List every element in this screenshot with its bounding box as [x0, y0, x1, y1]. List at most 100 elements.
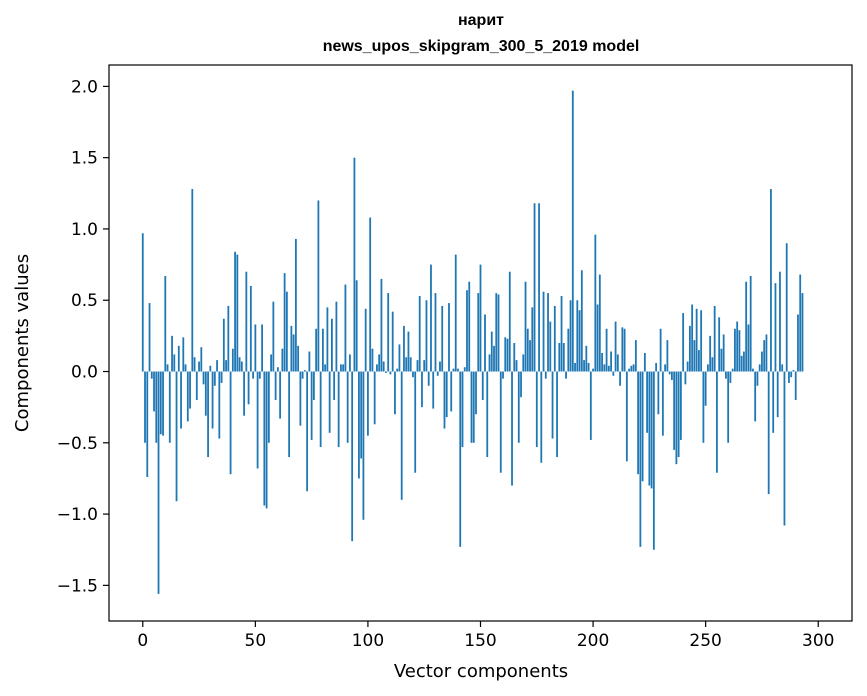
bar-240 — [682, 313, 685, 372]
bar-131 — [436, 371, 439, 376]
bar-88 — [340, 364, 342, 372]
bar-179 — [544, 371, 547, 379]
bar-70 — [299, 371, 302, 426]
bar-211 — [616, 354, 619, 372]
x-tick-label: 50 — [245, 631, 267, 651]
bar-236 — [673, 371, 676, 450]
bar-17 — [180, 371, 182, 429]
bar-60 — [276, 367, 279, 372]
bar-182 — [551, 371, 554, 439]
bar-172 — [529, 340, 531, 372]
bar-245 — [693, 340, 696, 372]
bar-291 — [797, 314, 799, 372]
y-tick-label: −1.0 — [57, 505, 98, 525]
bar-41 — [234, 251, 236, 372]
bar-223 — [643, 352, 646, 372]
bar-4 — [150, 371, 153, 379]
bar-45 — [243, 371, 245, 416]
bar-77 — [315, 328, 318, 372]
bar-22 — [191, 189, 194, 372]
bar-272 — [754, 371, 757, 422]
bar-282 — [776, 371, 779, 418]
bar-154 — [488, 354, 491, 372]
bar-82 — [326, 307, 329, 372]
bar-185 — [558, 343, 561, 372]
x-axis-label: Vector components — [394, 661, 568, 682]
bar-15 — [175, 371, 178, 502]
bar-191 — [571, 90, 574, 372]
bar-228 — [655, 362, 658, 372]
bar-284 — [781, 364, 784, 372]
bar-169 — [522, 354, 525, 372]
bar-242 — [686, 361, 689, 372]
bar-237 — [675, 371, 678, 465]
bar-78 — [317, 200, 320, 372]
bar-266 — [740, 355, 743, 372]
bar-122 — [416, 360, 419, 372]
bar-108 — [385, 371, 387, 373]
x-tick-label: 0 — [137, 631, 148, 651]
bar-196 — [583, 360, 585, 372]
bar-157 — [495, 293, 498, 372]
bar-194 — [578, 310, 581, 372]
bar-213 — [621, 327, 624, 372]
bar-13 — [171, 335, 173, 372]
bar-53 — [261, 324, 263, 372]
bar-31 — [211, 371, 214, 429]
bar-95 — [355, 280, 358, 372]
x-tick-label: 300 — [802, 631, 834, 651]
bar-129 — [432, 371, 435, 409]
bar-63 — [283, 273, 286, 372]
bar-269 — [747, 324, 750, 372]
bar-220 — [637, 371, 640, 475]
bar-144 — [466, 290, 468, 372]
bar-216 — [628, 368, 630, 372]
bar-275 — [761, 351, 763, 372]
bar-180 — [547, 293, 549, 372]
bar-42 — [236, 254, 239, 372]
bar-24 — [195, 371, 198, 401]
bar-123 — [418, 295, 421, 372]
bar-168 — [520, 371, 522, 398]
bar-91 — [346, 371, 349, 443]
bar-286 — [785, 243, 788, 372]
bar-71 — [301, 371, 304, 379]
bar-44 — [240, 361, 243, 372]
bars-group — [141, 90, 804, 594]
bar-285 — [783, 371, 786, 526]
bar-204 — [601, 352, 603, 372]
bar-97 — [360, 371, 363, 459]
bar-199 — [589, 371, 592, 440]
bar-6 — [155, 371, 158, 443]
bar-288 — [790, 371, 793, 378]
bar-233 — [666, 340, 669, 372]
bar-89 — [342, 364, 345, 372]
y-tick-label: 1.0 — [71, 220, 98, 240]
bar-140 — [457, 368, 459, 372]
bar-246 — [695, 308, 698, 372]
bar-278 — [767, 371, 770, 495]
chart-title: нарит — [458, 12, 504, 29]
bar-27 — [202, 371, 205, 385]
bar-47 — [247, 371, 250, 405]
bar-162 — [506, 338, 509, 372]
bar-56 — [267, 371, 270, 443]
bar-287 — [788, 371, 790, 383]
bar-85 — [333, 371, 336, 401]
bar-46 — [245, 271, 248, 372]
y-tick-label: −1.5 — [57, 576, 98, 596]
bar-209 — [612, 371, 615, 376]
bar-217 — [630, 365, 633, 372]
bar-100 — [367, 371, 369, 436]
bar-18 — [182, 337, 185, 372]
bar-146 — [470, 371, 473, 443]
bar-110 — [389, 371, 392, 375]
bar-170 — [524, 281, 527, 372]
bar-64 — [285, 291, 288, 372]
bar-222 — [641, 371, 644, 482]
bar-121 — [414, 371, 417, 473]
bar-270 — [749, 275, 752, 372]
bar-65 — [288, 371, 291, 458]
bar-145 — [468, 281, 471, 372]
